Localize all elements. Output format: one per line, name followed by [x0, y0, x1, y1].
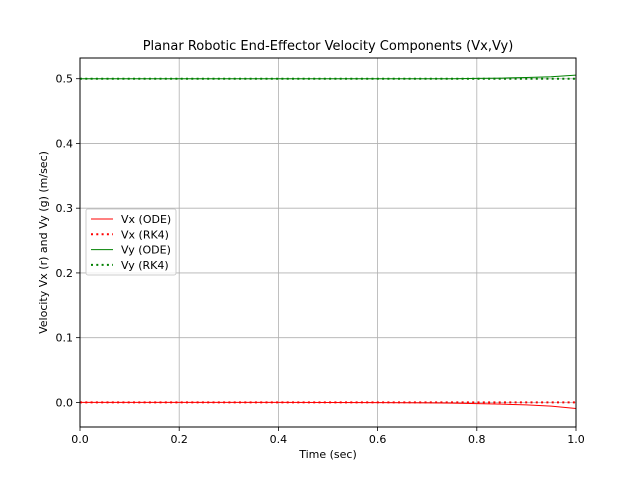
- y-tick-label: 0.5: [56, 73, 74, 86]
- axes-frame: [79, 57, 577, 428]
- y-tick-label: 0.2: [56, 267, 74, 280]
- y-tick-label: 0.4: [56, 137, 74, 150]
- series-layer: [80, 74, 577, 410]
- y-axis-label: Velocity Vx (r) and Vy (g) (m/sec): [37, 151, 50, 334]
- legend-box: [85, 208, 177, 276]
- series-line-vy-ode: [80, 74, 577, 80]
- series-line-vx-ode: [80, 401, 577, 410]
- x-tick-label: 0.0: [71, 433, 89, 446]
- y-tick-label: 0.3: [56, 202, 74, 215]
- legend-label: Vx (ODE): [121, 213, 171, 226]
- x-axis-label: Time (sec): [298, 448, 357, 461]
- legend-label: Vy (ODE): [121, 244, 171, 257]
- y-tick-label: 0.0: [56, 396, 74, 409]
- x-tick-label: 0.4: [270, 433, 288, 446]
- x-tick-label: 0.2: [170, 433, 188, 446]
- ticks: 0.0 0.2 0.4 0.6 0.8 1.0 0.0 0.1 0.2 0.3 0.4 0.5: [56, 73, 585, 446]
- legend-label: Vy (RK4): [121, 259, 169, 272]
- chart-title: Planar Robotic End-Effector Velocity Com…: [143, 39, 514, 54]
- legend: Vx (ODE) Vx (RK4) Vy (ODE) Vy (RK4): [85, 208, 177, 276]
- x-tick-label: 0.8: [468, 433, 486, 446]
- x-tick-label: 0.6: [369, 433, 387, 446]
- legend-label: Vx (RK4): [121, 228, 169, 241]
- y-tick-label: 0.1: [56, 332, 74, 345]
- x-tick-label: 1.0: [567, 433, 585, 446]
